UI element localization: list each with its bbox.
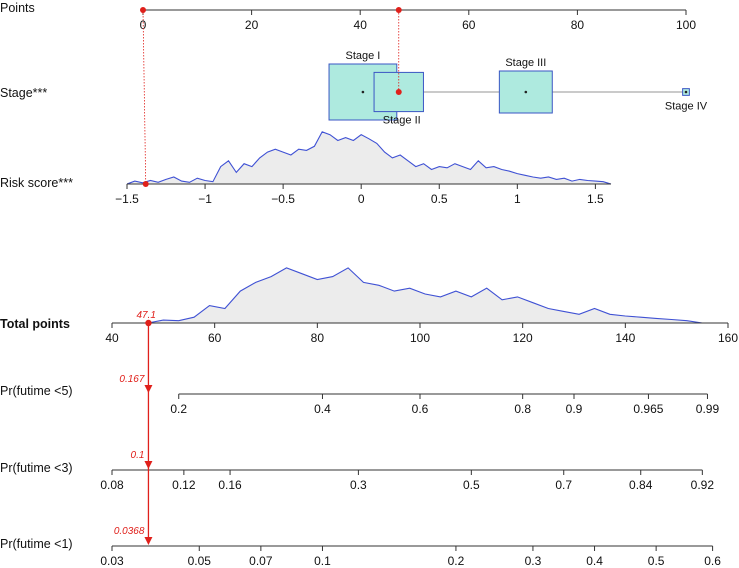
- total-points-row-label: Total points: [0, 317, 70, 331]
- pr3-tick-label: 0.7: [555, 478, 572, 492]
- stage-iv-label: Stage IV: [665, 100, 708, 112]
- points-tick-label: 60: [462, 18, 476, 32]
- risk-selected-dot: [142, 181, 149, 187]
- total-points-tick-label: 60: [208, 331, 222, 345]
- stage-iv-center: [684, 90, 688, 94]
- points-tick-label: 80: [571, 18, 585, 32]
- pr5-tick-label: 0.2: [170, 402, 187, 416]
- risk-score-row-label: Risk score***: [0, 176, 73, 190]
- pr1-tick-label: 0.4: [586, 554, 603, 568]
- stage-points-dot: [395, 7, 402, 13]
- risk-score-density-fill: [127, 131, 611, 184]
- stage-iii-label: Stage III: [505, 57, 546, 69]
- pr5-tick-label: 0.4: [314, 402, 331, 416]
- pr1-row-label: Pr(futime <1): [0, 537, 73, 551]
- risk-score-density-line: [126, 131, 612, 185]
- pr5-tick-label: 0.8: [514, 402, 531, 416]
- pr1-tick-label: 0.05: [188, 554, 212, 568]
- total-points-tick-label: 160: [718, 331, 738, 345]
- pr5-tick-label: 0.9: [566, 402, 583, 416]
- pr3-value-label: 0.1: [131, 450, 145, 461]
- risk-score-tick-label: −1: [198, 192, 212, 206]
- points-row-label: Points: [0, 1, 35, 15]
- pr5-tick-label: 0.99: [696, 402, 720, 416]
- stage-ii-label: Stage II: [383, 115, 421, 127]
- stage-iii-center: [524, 90, 528, 94]
- pr3-tick-label: 0.3: [350, 478, 367, 492]
- stage-layer: Stage I Stage II Stage III Stage IV: [328, 50, 708, 127]
- points-tick-label: 20: [245, 18, 259, 32]
- marker-layer: 47.1 0.167 0.1 0.0368: [114, 7, 402, 545]
- risk-score-tick-label: 1.5: [587, 192, 604, 206]
- pr3-tick-label: 0.92: [691, 478, 715, 492]
- stage-i-label: Stage I: [345, 50, 380, 62]
- pr1-tick-label: 0.2: [448, 554, 465, 568]
- total-points-tick-label: 120: [513, 331, 533, 345]
- pr5-arrow: [144, 385, 153, 393]
- pr3-tick-label: 0.12: [172, 478, 196, 492]
- total-points-density-line: [147, 267, 703, 324]
- points-tick-label: 40: [354, 18, 368, 32]
- points-tick-label: 100: [676, 18, 696, 32]
- risk-score-tick-label: −1.5: [115, 192, 139, 206]
- pr1-tick-label: 0.6: [704, 554, 721, 568]
- pr3-arrow: [144, 461, 153, 469]
- pr1-tick-label: 0.03: [100, 554, 124, 568]
- risk-score-tick-label: 0: [358, 192, 365, 206]
- stage-selected-dot: [395, 89, 402, 95]
- pr3-tick-label: 0.16: [218, 478, 242, 492]
- risk-points-dot: [140, 7, 146, 13]
- total-points-tick-label: 100: [410, 331, 430, 345]
- pr5-value-label: 0.167: [119, 374, 144, 385]
- pr1-tick-label: 0.07: [249, 554, 273, 568]
- pr3-tick-label: 0.08: [100, 478, 124, 492]
- risk-score-tick-label: 1: [514, 192, 521, 206]
- pr3-tick-label: 0.84: [629, 478, 653, 492]
- pr5-row-label: Pr(futime <5): [0, 384, 73, 398]
- total-points-value-label: 47.1: [136, 310, 155, 321]
- stage-row-label: Stage***: [0, 86, 47, 100]
- total-points-tick-label: 80: [311, 331, 325, 345]
- total-points-density-fill: [147, 267, 703, 323]
- risk-guide-line: [142, 9, 147, 185]
- pr5-tick-label: 0.965: [633, 402, 663, 416]
- axes-layer: 0 20 40 60 80 100−1.5 −1 −0.5 0 0.5 1 1.540 60 80 100 1…: [100, 9, 738, 568]
- risk-score-tick-label: −0.5: [271, 192, 295, 206]
- stage-i-center: [361, 90, 365, 94]
- total-points-tick-label: 40: [105, 331, 119, 345]
- pr1-tick-label: 0.5: [648, 554, 665, 568]
- density-layer: [126, 131, 703, 324]
- pr1-tick-label: 0.1: [314, 554, 331, 568]
- risk-score-tick-label: 0.5: [431, 192, 448, 206]
- pr1-arrow: [144, 537, 153, 545]
- total-points-tick-label: 140: [615, 331, 635, 345]
- pr1-tick-label: 0.3: [525, 554, 542, 568]
- pr3-row-label: Pr(futime <3): [0, 461, 73, 475]
- pr1-value-label: 0.0368: [114, 526, 145, 537]
- pr5-tick-label: 0.6: [412, 402, 429, 416]
- pr3-tick-label: 0.5: [463, 478, 480, 492]
